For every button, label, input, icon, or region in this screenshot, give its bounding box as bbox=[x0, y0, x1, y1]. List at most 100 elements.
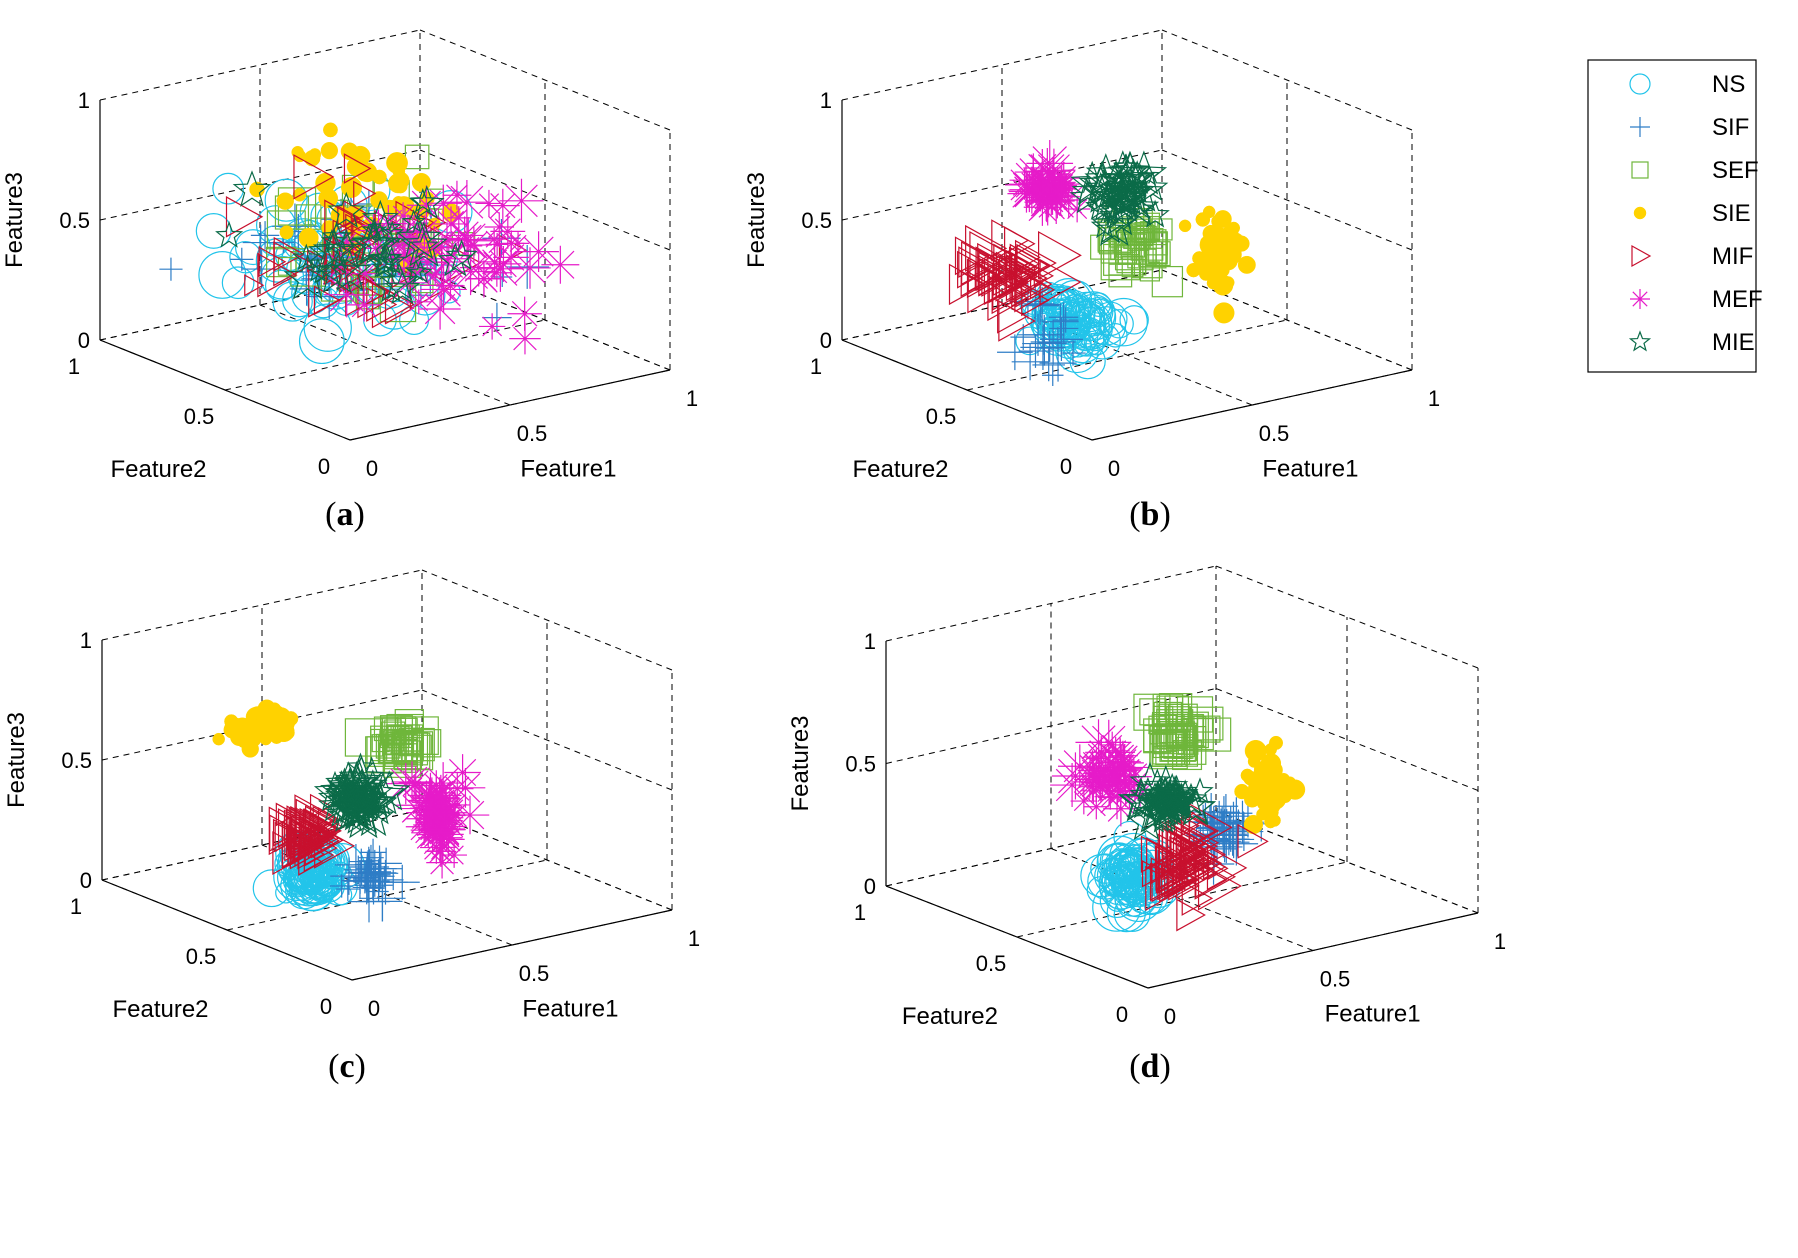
x-axis-label: Feature1 bbox=[1262, 456, 1358, 483]
y-axis-label: Feature2 bbox=[852, 456, 948, 483]
point-mif bbox=[1009, 243, 1049, 288]
floor-gridline bbox=[419, 269, 671, 371]
point-mif bbox=[997, 299, 1028, 334]
wall-gridline bbox=[1215, 565, 1479, 669]
x-tick-label: 0.5 bbox=[519, 961, 550, 986]
point-mif bbox=[1237, 823, 1269, 859]
z-tick-label: 0 bbox=[864, 874, 876, 899]
point-mif bbox=[1014, 239, 1057, 287]
point-ns bbox=[275, 881, 297, 904]
point-ns bbox=[1087, 298, 1113, 324]
point-mef bbox=[507, 296, 542, 331]
point-mef bbox=[1070, 787, 1098, 815]
point-mie bbox=[1143, 764, 1189, 808]
point-mef bbox=[499, 178, 544, 223]
point-mef bbox=[1032, 148, 1076, 192]
point-mif bbox=[1193, 836, 1227, 873]
point-mif bbox=[1014, 267, 1056, 313]
point-mif bbox=[977, 242, 1012, 281]
z-tick-label: 0.5 bbox=[61, 748, 92, 773]
point-ns bbox=[1115, 852, 1151, 888]
point-mef bbox=[1084, 769, 1116, 801]
point-sef bbox=[1153, 701, 1182, 731]
point-mie bbox=[1125, 783, 1160, 816]
point-mie bbox=[333, 762, 379, 805]
wall-gridline bbox=[885, 688, 1217, 764]
point-sef bbox=[1143, 724, 1172, 754]
point-mif bbox=[303, 807, 327, 834]
point-sie bbox=[393, 179, 408, 194]
point-sie bbox=[1260, 778, 1283, 800]
point-mef bbox=[1108, 744, 1134, 770]
point-ns bbox=[195, 213, 232, 249]
point-mef bbox=[1098, 749, 1123, 774]
point-mef bbox=[1075, 719, 1122, 766]
point-sif bbox=[345, 850, 391, 896]
point-mif bbox=[993, 243, 1032, 287]
point-mef bbox=[347, 288, 381, 322]
point-sif bbox=[1032, 348, 1065, 382]
point-mef bbox=[444, 179, 490, 225]
point-sie bbox=[240, 717, 262, 738]
floor-gridline bbox=[1161, 269, 1413, 371]
point-ns bbox=[1069, 343, 1106, 380]
point-mie bbox=[375, 272, 407, 303]
z-tick-label: 1 bbox=[864, 629, 876, 654]
point-sif bbox=[359, 875, 406, 922]
point-mif bbox=[300, 820, 328, 851]
sef-legend-marker bbox=[1631, 161, 1649, 179]
point-sif bbox=[359, 838, 387, 866]
point-mif bbox=[998, 264, 1030, 299]
z-axis-label: Feature3 bbox=[3, 712, 30, 808]
point-mie bbox=[445, 239, 478, 270]
point-sie bbox=[1245, 791, 1259, 805]
point-mef bbox=[420, 266, 467, 313]
point-mef bbox=[397, 223, 437, 263]
point-sef bbox=[1139, 261, 1161, 282]
point-mef bbox=[392, 238, 435, 282]
point-mef bbox=[1008, 168, 1041, 200]
point-mef bbox=[420, 812, 460, 852]
point-mif bbox=[1206, 845, 1248, 891]
point-mef bbox=[1050, 177, 1073, 200]
point-mie bbox=[384, 270, 421, 305]
point-mef bbox=[412, 225, 457, 270]
point-sie bbox=[276, 192, 294, 210]
point-mef bbox=[465, 260, 503, 298]
point-mif bbox=[988, 270, 1019, 304]
legend-label: MEF bbox=[1712, 286, 1763, 313]
x-axis-line bbox=[349, 369, 671, 441]
point-mef bbox=[1096, 739, 1144, 787]
point-mef bbox=[418, 794, 450, 826]
point-mef bbox=[357, 209, 400, 252]
point-sif bbox=[1017, 313, 1059, 356]
mif-legend-marker bbox=[1631, 244, 1652, 268]
point-mie bbox=[404, 259, 428, 281]
point-mif bbox=[1004, 226, 1036, 262]
point-mef bbox=[420, 774, 462, 817]
point-mie bbox=[325, 228, 368, 270]
point-sie bbox=[260, 719, 281, 739]
point-mif bbox=[225, 196, 264, 238]
point-mef bbox=[441, 842, 467, 868]
point-mie bbox=[1084, 160, 1121, 195]
point-sif bbox=[330, 857, 368, 895]
y-tick-label: 1 bbox=[810, 354, 822, 379]
point-mef bbox=[1100, 760, 1127, 788]
point-mif bbox=[273, 241, 314, 287]
point-mef bbox=[324, 271, 370, 318]
sif-legend-marker bbox=[1630, 117, 1650, 137]
point-sif bbox=[348, 848, 375, 875]
point-sif bbox=[230, 247, 254, 271]
point-mif bbox=[1185, 838, 1218, 876]
point-mie bbox=[409, 185, 445, 219]
z-axis-label: Feature3 bbox=[787, 715, 814, 811]
point-mef bbox=[403, 774, 425, 797]
point-mef bbox=[1103, 791, 1139, 827]
legend-item-mif: MIF bbox=[1631, 243, 1753, 270]
z-tick-label: 0 bbox=[80, 868, 92, 893]
y-tick-label: 0.5 bbox=[926, 404, 957, 429]
x-tick-label: 0 bbox=[1164, 1004, 1176, 1029]
point-sif bbox=[1042, 303, 1079, 340]
z-tick-label: 1 bbox=[78, 88, 90, 113]
